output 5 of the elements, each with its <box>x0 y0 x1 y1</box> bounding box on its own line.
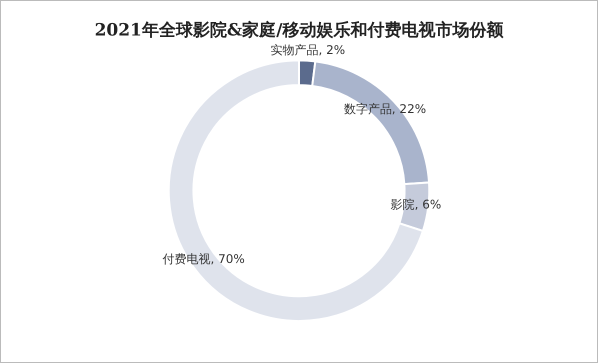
chart-title: 2021年全球影院&家庭/移动娱乐和付费电视市场份额 <box>94 20 504 41</box>
slice-label: 影院, 6% <box>390 198 442 212</box>
slice-label: 付费电视, 70% <box>161 252 245 266</box>
slice-label: 数字产品, 22% <box>344 102 426 116</box>
slice-label: 实物产品, 2% <box>270 42 346 57</box>
